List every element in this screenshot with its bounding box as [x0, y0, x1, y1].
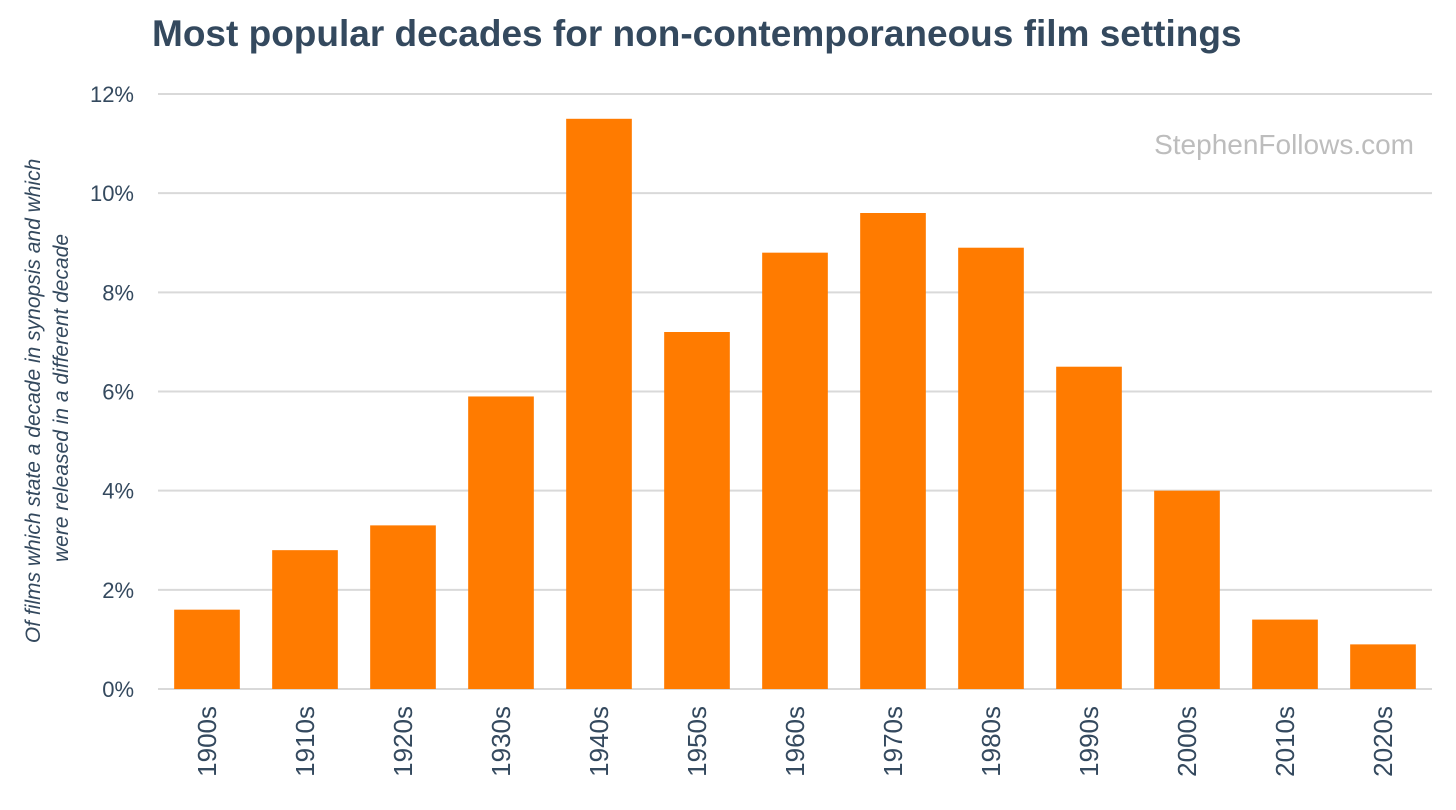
y-axis-title-line-2: were released in a different decade — [50, 234, 73, 562]
bar-1950s — [664, 332, 730, 689]
x-tick-label: 1980s — [976, 706, 1006, 777]
y-axis-title: Of films which state a decade in synopsi… — [22, 153, 73, 643]
y-tick-label: 12% — [90, 82, 134, 107]
bar-2010s — [1252, 619, 1318, 689]
x-tick-label: 2020s — [1368, 706, 1398, 777]
bar-1980s — [958, 247, 1024, 690]
bar-1900s — [174, 609, 240, 689]
watermark-text: StephenFollows.com — [1154, 129, 1414, 160]
y-tick-label: 8% — [102, 280, 134, 305]
y-axis-ticks: 0% 2% 4% 6% 8% 10% 12% — [90, 82, 134, 702]
x-axis-ticks: 1900s 1910s 1920s 1930s 1940s 1950s 1960s 1970s… — [192, 706, 1398, 777]
x-tick-label: 1910s — [290, 706, 320, 777]
bar-1920s — [370, 525, 436, 689]
y-tick-label: 4% — [102, 479, 134, 504]
bar-1940s — [566, 118, 632, 689]
x-tick-label: 1920s — [388, 706, 418, 777]
y-tick-label: 2% — [102, 578, 134, 603]
bar-2000s — [1154, 490, 1220, 689]
y-tick-label: 6% — [102, 380, 134, 405]
x-tick-label: 1960s — [780, 706, 810, 777]
y-tick-label: 0% — [102, 677, 134, 702]
bars — [174, 118, 1416, 690]
bar-1910s — [272, 550, 338, 689]
bar-1970s — [860, 213, 926, 689]
bar-2020s — [1350, 644, 1416, 689]
x-tick-label: 1940s — [584, 706, 614, 777]
bar-1930s — [468, 396, 534, 689]
y-tick-label: 10% — [90, 181, 134, 206]
x-tick-label: 1950s — [682, 706, 712, 777]
x-tick-label: 2000s — [1172, 706, 1202, 777]
bar-1990s — [1056, 366, 1122, 689]
y-axis-title-line-1: Of films which state a decade in synopsi… — [22, 159, 45, 643]
x-tick-label: 1970s — [878, 706, 908, 777]
x-tick-label: 1930s — [486, 706, 516, 777]
x-tick-label: 2010s — [1270, 706, 1300, 777]
x-tick-label: 1990s — [1074, 706, 1104, 777]
chart-title: Most popular decades for non-contemporan… — [152, 13, 1242, 54]
x-tick-label: 1900s — [192, 706, 222, 777]
bar-1960s — [762, 252, 828, 689]
